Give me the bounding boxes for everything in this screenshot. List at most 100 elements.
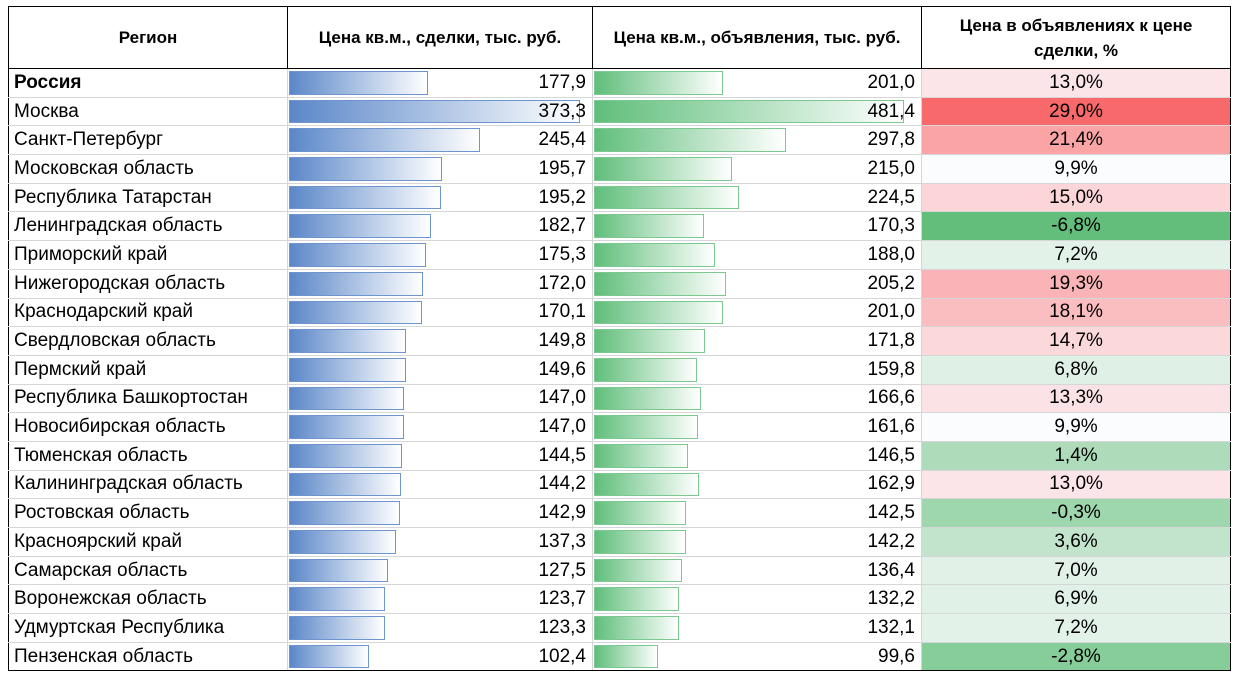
deal-price-cell-value: 144,2: [538, 473, 586, 495]
region-cell: Свердловская область: [8, 326, 288, 356]
deal-price-cell-value: 127,5: [538, 559, 586, 581]
listing-price-bar: [594, 271, 727, 296]
ratio-cell: -6,8%: [921, 211, 1231, 242]
table-row: Тюменская область 144,5 146,5 1,4%: [8, 440, 1231, 471]
listing-price-bar: [594, 415, 699, 439]
header-row: Регион Цена кв.м., сделки, тыс. руб. Цен…: [8, 6, 1231, 69]
deal-price-bar: [289, 157, 442, 181]
deal-price-cell: 147,0: [287, 383, 593, 414]
deal-price-cell-value: 175,3: [538, 243, 586, 265]
table-row: Новосибирская область 147,0 161,6 9,9%: [8, 412, 1231, 442]
deal-price-cell-value: 149,6: [538, 358, 586, 380]
deal-price-cell: 177,9: [287, 68, 593, 98]
listing-price-cell-value: 205,2: [867, 272, 915, 294]
listing-price-cell-value: 132,2: [867, 588, 915, 610]
ratio-cell: 29,0%: [921, 96, 1231, 127]
region-cell: Новосибирская область: [8, 412, 288, 442]
region-cell: Удмуртская Республика: [8, 613, 288, 643]
deal-price-cell-value: 245,4: [538, 129, 586, 151]
listing-price-cell-value: 201,0: [867, 71, 915, 93]
deal-price-bar: [289, 271, 424, 296]
ratio-cell: 13,0%: [921, 68, 1231, 98]
deal-price-bar: [289, 243, 426, 267]
deal-price-cell-value: 172,0: [538, 272, 586, 294]
listing-price-cell-value: 159,8: [867, 358, 915, 380]
table-row: Воронежская область 123,7 132,2 6,9%: [8, 584, 1231, 615]
ratio-cell: 13,3%: [921, 383, 1231, 414]
listing-price-cell: 188,0: [592, 240, 922, 270]
deal-price-cell: 127,5: [287, 555, 593, 586]
listing-price-cell-value: 99,6: [878, 645, 915, 667]
deal-price-cell: 149,6: [287, 354, 593, 385]
listing-price-cell: 205,2: [592, 268, 922, 299]
region-cell: Республика Татарстан: [8, 182, 288, 213]
ratio-cell: 21,4%: [921, 125, 1231, 156]
deal-price-cell: 195,2: [287, 182, 593, 213]
listing-price-bar: [594, 616, 680, 640]
listing-price-cell: 142,2: [592, 527, 922, 557]
table-row: Санкт-Петербург 245,4 297,8 21,4%: [8, 125, 1231, 156]
listing-price-cell: 171,8: [592, 326, 922, 356]
listing-price-cell: 161,6: [592, 412, 922, 442]
region-cell: Нижегородская область: [8, 268, 288, 299]
ratio-cell: 3,6%: [921, 527, 1231, 557]
listing-price-cell-value: 201,0: [867, 301, 915, 323]
region-cell: Самарская область: [8, 555, 288, 586]
ratio-cell: 14,7%: [921, 326, 1231, 356]
listing-price-bar: [594, 386, 702, 411]
listing-price-bar: [594, 243, 716, 267]
table-row: Ростовская область 142,9 142,5 -0,3%: [8, 498, 1231, 528]
region-cell: Красноярский край: [8, 527, 288, 557]
deal-price-cell-value: 144,5: [538, 444, 586, 466]
deal-price-cell: 172,0: [287, 268, 593, 299]
listing-price-cell-value: 161,6: [867, 416, 915, 438]
ratio-cell: 7,0%: [921, 555, 1231, 586]
region-cell: Краснодарский край: [8, 297, 288, 328]
header-region: Регион: [8, 6, 288, 69]
deal-price-bar: [289, 558, 389, 583]
deal-price-cell-value: 102,4: [538, 645, 586, 667]
header-ratio: Цена в объявлениях к цене сделки, %: [921, 6, 1231, 69]
listing-price-cell-value: 166,6: [867, 387, 915, 409]
listing-price-cell: 297,8: [592, 125, 922, 156]
deal-price-bar: [289, 501, 401, 525]
region-cell: Ленинградская область: [8, 211, 288, 242]
listing-price-cell-value: 162,9: [867, 473, 915, 495]
deal-price-cell-value: 123,7: [538, 588, 586, 610]
listing-price-cell-value: 170,3: [867, 215, 915, 237]
table-row: Калининградская область 144,2 162,9 13,0%: [8, 469, 1231, 500]
listing-price-bar: [594, 530, 686, 554]
deal-price-bar: [289, 415, 404, 439]
listing-price-cell-value: 215,0: [867, 157, 915, 179]
listing-price-cell-value: 224,5: [867, 186, 915, 208]
region-cell: Тюменская область: [8, 440, 288, 471]
deal-price-bar: [289, 386, 404, 411]
deal-price-cell-value: 147,0: [538, 387, 586, 409]
ratio-cell: 19,3%: [921, 268, 1231, 299]
listing-price-cell: 142,5: [592, 498, 922, 528]
ratio-cell: 9,9%: [921, 412, 1231, 442]
deal-price-cell: 144,5: [287, 440, 593, 471]
ratio-cell: 7,2%: [921, 613, 1231, 643]
deal-price-cell-value: 373,3: [538, 100, 586, 122]
region-cell: Калининградская область: [8, 469, 288, 500]
table-body: Россия 177,9 201,0 13,0% Москва 373,3 481,4 29,…: [8, 68, 1231, 672]
deal-price-bar: [289, 530, 397, 554]
listing-price-cell-value: 146,5: [867, 444, 915, 466]
table-row: Красноярский край 137,3 142,2 3,6%: [8, 527, 1231, 557]
listing-price-cell-value: 297,8: [867, 129, 915, 151]
header-deal-price: Цена кв.м., сделки, тыс. руб.: [287, 6, 593, 69]
header-listing-price: Цена кв.м., объявления, тыс. руб.: [592, 6, 922, 69]
table-row: Самарская область 127,5 136,4 7,0%: [8, 555, 1231, 586]
deal-price-cell: 245,4: [287, 125, 593, 156]
table-row: Республика Татарстан 195,2 224,5 15,0%: [8, 182, 1231, 213]
listing-price-cell: 201,0: [592, 297, 922, 328]
deal-price-cell-value: 177,9: [538, 71, 586, 93]
region-cell: Пермский край: [8, 354, 288, 385]
deal-price-cell: 123,7: [287, 584, 593, 615]
listing-price-cell-value: 136,4: [867, 559, 915, 581]
listing-price-bar: [594, 357, 697, 382]
table-row: Свердловская область 149,8 171,8 14,7%: [8, 326, 1231, 356]
region-cell: Московская область: [8, 154, 288, 184]
